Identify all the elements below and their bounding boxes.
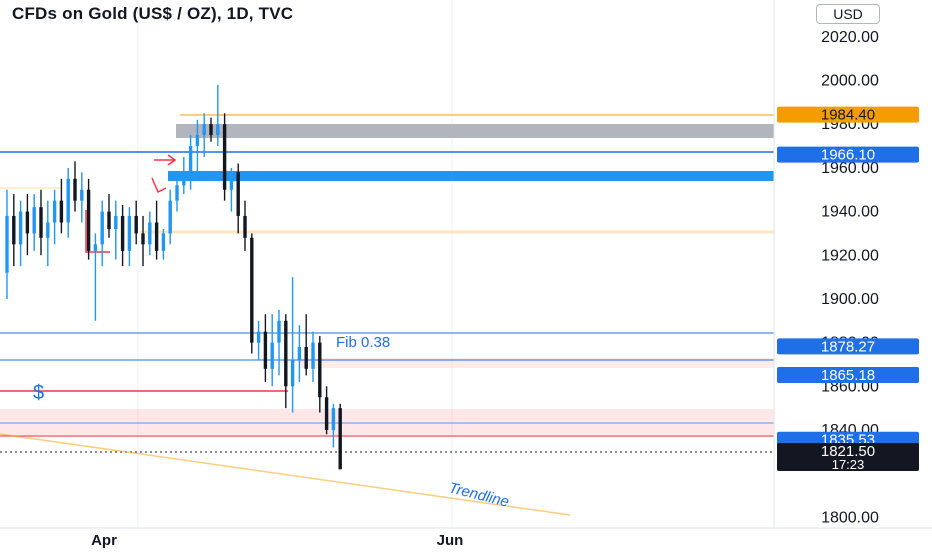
gray-resistance-zone (176, 124, 774, 138)
candle-body (18, 211, 23, 245)
arrow-drawing (151, 177, 167, 194)
y-tick-label: 1960.00 (821, 160, 879, 177)
candle-body (297, 346, 302, 361)
x-label-apr: Apr (91, 532, 117, 549)
candle-body (148, 222, 152, 245)
candle-body (134, 215, 138, 234)
candle-body (277, 320, 281, 343)
candle-body (73, 178, 77, 201)
candle-body (80, 189, 84, 201)
candle-body (66, 178, 70, 223)
y-tick-label: 2000.00 (821, 73, 879, 90)
candle-body (46, 222, 50, 238)
trendline (0, 433, 571, 516)
arrow-drawing (154, 154, 177, 166)
fib-label: Fib 0.38 (336, 334, 390, 351)
price-axis[interactable]: 2020.002000.001980.001960.001940.001920.… (821, 29, 879, 527)
candle-body (5, 215, 9, 273)
y-tick-label: 1800.00 (821, 509, 879, 526)
candle-body (154, 222, 159, 251)
y-tick-label: 1900.00 (821, 291, 879, 308)
candle-body (331, 408, 336, 430)
candle-body (114, 215, 118, 230)
dollar-label: $ (33, 382, 44, 404)
candle-body (161, 233, 166, 251)
candle-body (250, 237, 254, 343)
last-price-value: 1821.50 (821, 443, 875, 460)
candle-body (229, 172, 234, 190)
candle-body (86, 189, 91, 251)
price-tag (777, 146, 919, 163)
candle-body (12, 215, 16, 245)
candle-body (290, 360, 295, 387)
y-tick-label: 1940.00 (821, 204, 879, 221)
candle-body (39, 207, 43, 238)
pink-zone (300, 358, 774, 368)
candle-body (338, 408, 342, 470)
candle-body (243, 215, 247, 238)
price-tag (777, 106, 919, 123)
x-label-jun: Jun (437, 532, 464, 549)
candle-body (59, 200, 64, 223)
candle-body (256, 331, 261, 343)
candle-body (202, 124, 206, 136)
candle-body (141, 233, 145, 245)
y-tick-label: 1920.00 (821, 247, 879, 264)
candle-body (188, 146, 193, 173)
candle-body (216, 124, 220, 136)
last-price-badge (777, 443, 919, 471)
countdown-timer: 17:23 (832, 457, 865, 472)
candle-body (52, 200, 57, 223)
candle-body (32, 207, 36, 234)
candle-body (182, 172, 186, 186)
candle-body (270, 342, 274, 369)
candle-body (120, 215, 125, 251)
price-tag-label: 1865.18 (821, 367, 875, 384)
price-tag-label: 1878.27 (821, 338, 875, 355)
candle-body (100, 211, 104, 245)
candle-body (263, 331, 268, 369)
blue-zone (168, 171, 774, 181)
candle-body (311, 342, 315, 369)
candle-body (222, 124, 227, 190)
candle-body (195, 135, 200, 147)
candle-body (324, 397, 329, 430)
candle-body (127, 215, 132, 251)
candle-body (284, 320, 288, 387)
chart-title: CFDs on Gold (US$ / OZ), 1D, TVC (12, 4, 294, 23)
candle-body (304, 346, 308, 369)
candle-body (236, 172, 240, 216)
price-tag-label: 1984.40 (821, 107, 875, 124)
price-tag-label: 1966.10 (821, 147, 875, 164)
y-tick-label: 2020.00 (821, 29, 879, 46)
candles-group (5, 84, 342, 470)
price-tag (777, 366, 919, 383)
candle-body (107, 211, 111, 230)
candle-body (318, 342, 322, 398)
price-tag (777, 338, 919, 355)
candle-body (25, 211, 30, 234)
candle-body (209, 124, 213, 136)
candle-body (168, 200, 172, 234)
candle-body (175, 185, 179, 201)
candle-body (93, 244, 98, 251)
currency-button[interactable]: USD (816, 4, 880, 24)
